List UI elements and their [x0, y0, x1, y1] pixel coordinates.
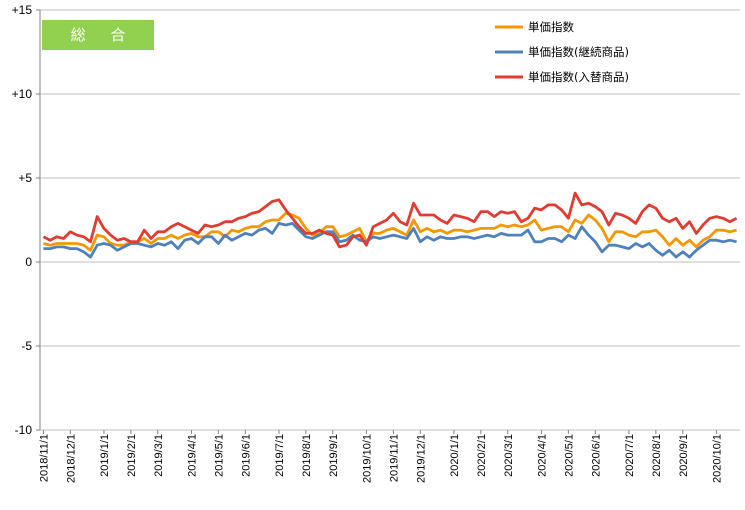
chart-title-badge-text: 総 合	[71, 26, 136, 44]
y-tick-label: +15	[12, 3, 33, 17]
x-tick-label: 2020/7/1	[624, 434, 636, 477]
y-tick-label: -10	[15, 423, 33, 437]
x-tick-label: 2018/12/1	[65, 434, 77, 483]
legend-label: 単価指数(入替商品)	[528, 70, 629, 84]
x-tick-label: 2020/3/1	[503, 434, 515, 477]
series-line	[43, 221, 737, 259]
series-line	[42, 191, 738, 249]
x-tick-label: 2019/3/1	[153, 434, 165, 477]
x-tick-label: 2019/12/1	[415, 434, 427, 483]
x-tick-label: 2019/7/1	[274, 434, 286, 477]
x-tick-label: 2020/6/1	[590, 434, 602, 477]
legend-item: 単価指数(継続商品)	[495, 45, 629, 59]
series-lines	[42, 191, 738, 259]
chart-title-badge: 総 合	[42, 20, 154, 50]
legend-item: 単価指数	[495, 20, 574, 34]
x-tick-label: 2019/6/1	[240, 434, 252, 477]
y-tick-label: +10	[12, 87, 33, 101]
x-tick-label: 2020/4/1	[536, 434, 548, 477]
series-line	[43, 211, 737, 252]
x-tick-label: 2020/2/1	[476, 434, 488, 477]
x-tick-label: 2019/4/1	[186, 434, 198, 477]
y-axis-ticks: -10 -5 0 +5 +10 +15	[12, 3, 40, 437]
x-tick-label: 2019/11/1	[388, 434, 400, 482]
x-tick-label: 2019/5/1	[213, 434, 225, 477]
legend-item: 単価指数(入替商品)	[495, 70, 629, 84]
x-tick-label: 2018/11/1	[38, 434, 50, 482]
x-tick-label: 2020/5/1	[563, 434, 575, 477]
gridlines	[40, 9, 740, 431]
x-tick-label: 2019/8/1	[301, 434, 313, 477]
y-tick-label: -5	[21, 339, 32, 353]
legend-label: 単価指数(継続商品)	[528, 45, 629, 59]
x-tick-label: 2019/1/1	[99, 434, 111, 477]
x-tick-label: 2019/2/1	[126, 434, 138, 477]
legend-label: 単価指数	[528, 20, 574, 34]
x-axis-ticks: 2018/11/1 2018/12/1 2019/1/1 2019/2/1 2019/3…	[38, 430, 723, 483]
x-tick-label: 2019/10/1	[361, 434, 373, 483]
y-tick-label: 0	[25, 255, 32, 269]
x-tick-label: 2019/9/1	[328, 434, 340, 477]
x-tick-label: 2020/8/1	[651, 434, 663, 477]
x-tick-label: 2020/10/1	[711, 434, 723, 483]
y-tick-label: +5	[18, 171, 32, 185]
x-tick-label: 2020/9/1	[678, 434, 690, 477]
x-tick-label: 2020/1/1	[449, 434, 461, 477]
